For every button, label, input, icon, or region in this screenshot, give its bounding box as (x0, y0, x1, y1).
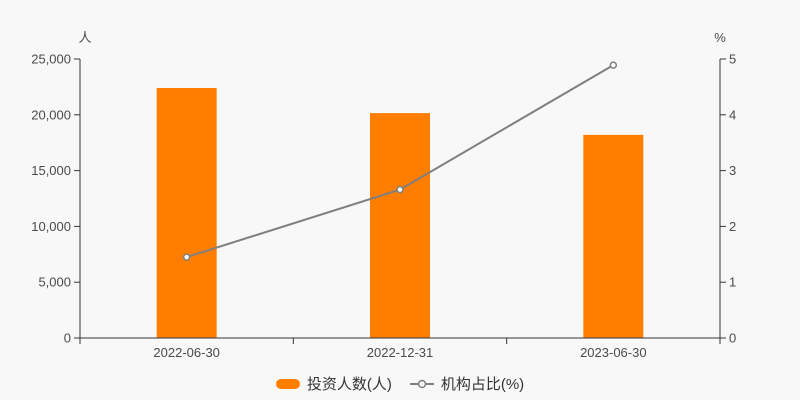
left-axis-name: 人 (78, 30, 92, 45)
x-axis-category-label: 2022-06-30 (153, 345, 220, 360)
legend-item-investors[interactable]: 投资人数(人) (275, 373, 392, 394)
legend-bar-label: 投资人数(人) (306, 376, 392, 393)
x-axis-category-label: 2023-06-30 (580, 345, 647, 360)
right-axis-tick-label: 4 (729, 107, 736, 122)
legend-line-label: 机构占比(%) (440, 376, 525, 393)
x-axis-category-label: 2022-12-31 (367, 345, 434, 360)
left-axis-tick-label: 10,000 (31, 219, 71, 234)
right-axis-tick-label: 0 (729, 331, 736, 346)
legend-line-marker (409, 379, 434, 388)
right-axis-name: % (714, 30, 726, 45)
right-axis-tick-label: 1 (729, 275, 736, 290)
legend-bar-swatch (275, 378, 300, 389)
left-axis-tick-label: 25,000 (31, 52, 71, 67)
legend-circle-icon (417, 379, 427, 388)
left-axis-tick-label: 0 (64, 331, 71, 346)
legend: 投资人数(人) 机构占比(%) (0, 373, 800, 394)
right-axis-tick-label: 2 (729, 219, 736, 234)
bar-2023-06-30 (583, 134, 644, 338)
bar-2022-06-30 (156, 88, 217, 339)
left-axis-tick-label: 15,000 (31, 163, 71, 178)
legend-item-institution-ratio[interactable]: 机构占比(%) (409, 373, 525, 394)
data-point-marker-2023-06-30 (609, 61, 618, 69)
left-axis-tick-label: 5,000 (38, 275, 71, 290)
left-axis-tick-label: 20,000 (31, 107, 71, 122)
data-point-marker-2022-06-30 (182, 253, 191, 261)
bar-2022-12-31 (370, 113, 430, 338)
data-point-marker-2022-12-31 (396, 185, 404, 194)
right-axis-tick-label: 3 (729, 163, 736, 178)
right-axis-tick-label: 5 (729, 52, 736, 67)
